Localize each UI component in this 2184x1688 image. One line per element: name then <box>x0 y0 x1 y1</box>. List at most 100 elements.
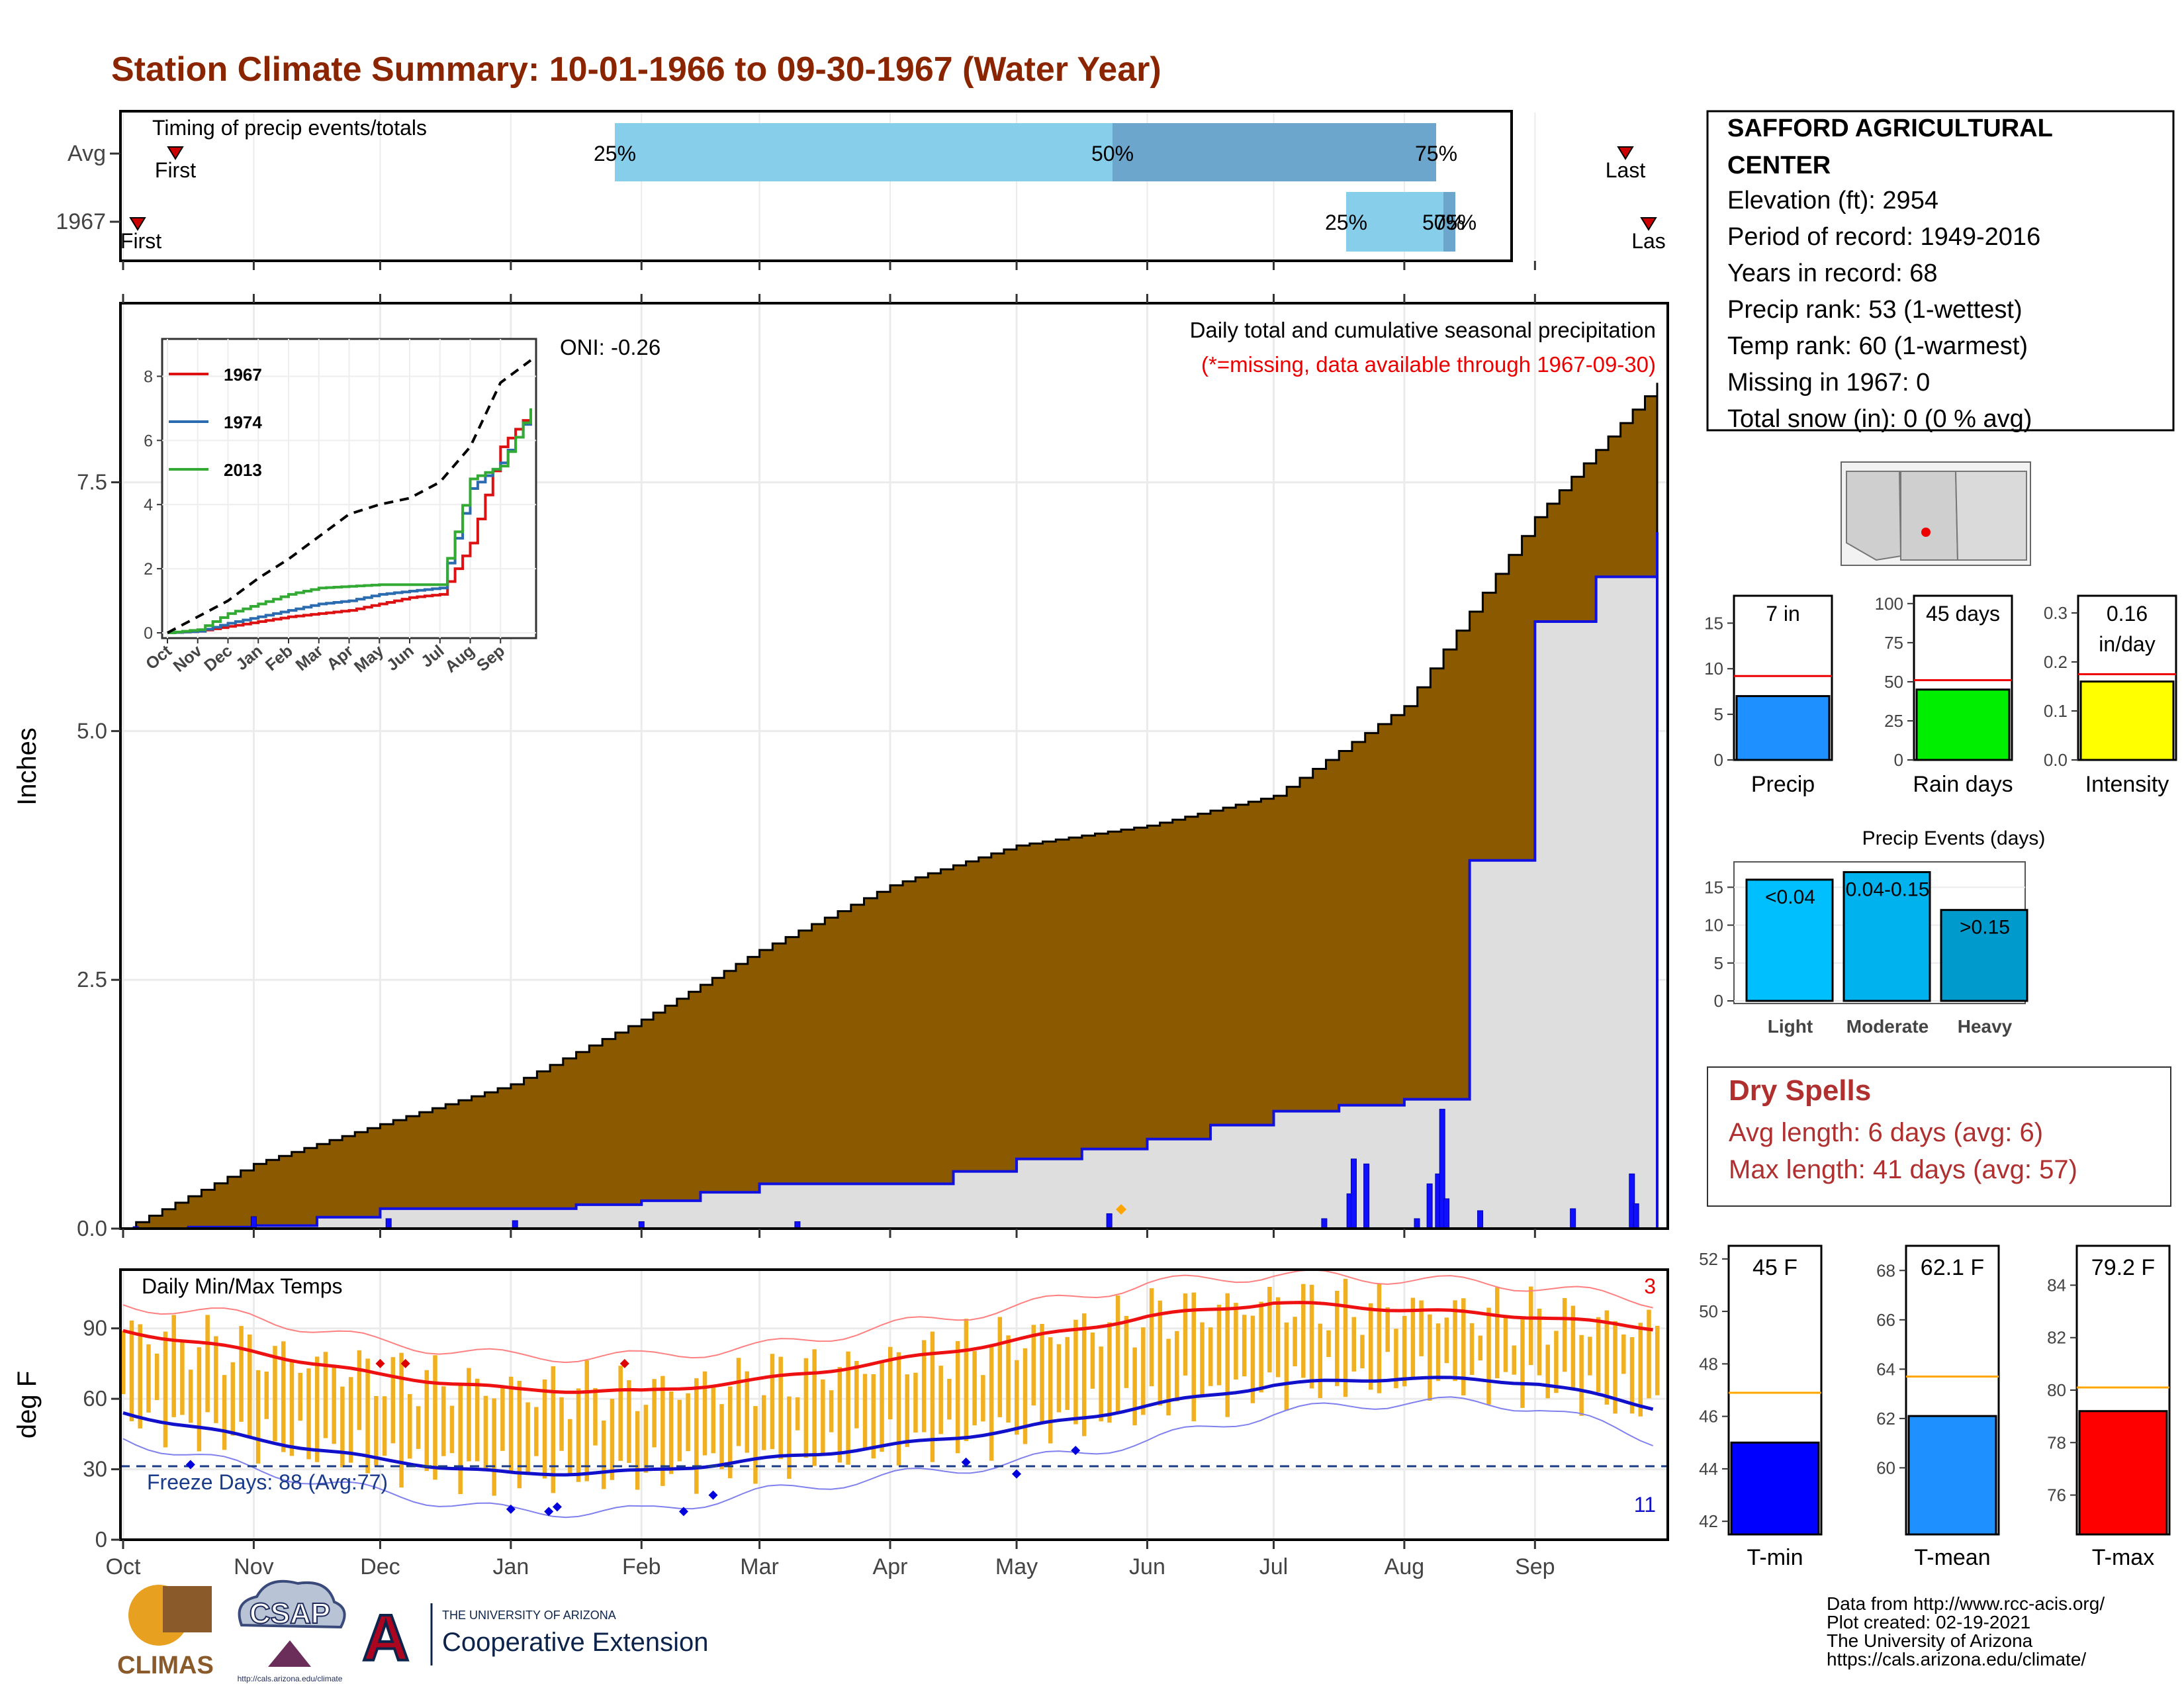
daily-temp-bar <box>416 1406 421 1449</box>
daily-temp-bar <box>1655 1325 1660 1395</box>
timing-avg-last-marker <box>1617 146 1634 160</box>
temp-summary-y-tick-label: 48 <box>1699 1354 1718 1374</box>
daily-temp-bar <box>1191 1292 1197 1422</box>
daily-temp-bar <box>424 1370 430 1472</box>
daily-temp-bar <box>1410 1297 1416 1378</box>
daily-temp-bar <box>618 1366 623 1461</box>
daily-temp-bar <box>770 1354 775 1450</box>
map-state-neighbors <box>1954 471 2027 561</box>
daily-temp-bar <box>997 1317 1003 1417</box>
temp-summary-y-tick-label: 76 <box>2047 1485 2066 1505</box>
daily-temp-bar <box>517 1381 522 1489</box>
daily-temp-bar <box>1115 1295 1120 1413</box>
daily-temp-bar <box>829 1390 834 1432</box>
inset-y-tick-label: 6 <box>144 432 153 450</box>
record-high-marker <box>400 1358 410 1368</box>
daily-precip-bar <box>1477 1210 1484 1229</box>
daily-temp-bar <box>812 1349 817 1466</box>
daily-temp-bar <box>1562 1297 1567 1372</box>
summary-bars: 0 5 10 15 7 in Precip 0 25 50 75 100 45 days Rain da… <box>1704 594 2177 797</box>
summary-bar-2 <box>2079 680 2175 761</box>
daily-temp-bar <box>1368 1303 1373 1390</box>
daily-temp-bar <box>1461 1298 1466 1395</box>
temp-summary-value: 62.1 F <box>1921 1255 1984 1280</box>
daily-temp-bar <box>508 1376 514 1472</box>
climas-logo: CLIMAS <box>117 1585 214 1679</box>
daily-temp-bar <box>593 1387 598 1446</box>
record-high-marker <box>619 1358 629 1368</box>
timing-year-p25: 25% <box>1325 211 1367 234</box>
daily-precip-bar <box>1570 1208 1576 1229</box>
month-label: Aug <box>1385 1554 1425 1579</box>
daily-temp-bar <box>1621 1334 1626 1374</box>
daily-temp-bar <box>205 1315 210 1413</box>
daily-temp-bar <box>1132 1347 1137 1426</box>
summary-bar-y-tick-label: 0.1 <box>2044 701 2068 721</box>
temp-y-tick-label: 90 <box>83 1316 107 1340</box>
daily-temp-bar <box>332 1366 336 1444</box>
climas-emblem-block <box>163 1586 212 1632</box>
daily-temp-bar <box>761 1395 766 1450</box>
record-low-marker <box>708 1490 718 1500</box>
daily-temp-bar <box>1469 1323 1475 1376</box>
daily-temp-bar <box>273 1346 277 1442</box>
temp-y-tick-label: 30 <box>83 1457 107 1481</box>
daily-temp-bar <box>1048 1337 1053 1444</box>
daily-temp-bar <box>1293 1317 1297 1367</box>
precip-y-axis-label: Inches <box>13 727 42 806</box>
daily-temp-bar <box>1141 1327 1146 1415</box>
daily-temp-bar <box>306 1368 311 1460</box>
temp-summary-y-tick-label: 62 <box>1876 1409 1895 1429</box>
daily-temp-bar <box>348 1377 353 1463</box>
daily-temp-bar <box>930 1331 935 1462</box>
summary-bar-y-tick-label: 0 <box>1714 750 1723 770</box>
temp-summary-bar-2 <box>2078 1410 2168 1536</box>
credit-plot-date: Plot created: 02-19-2021 <box>1827 1612 2030 1632</box>
daily-temp-bar <box>408 1394 412 1459</box>
daily-temp-bar <box>1073 1319 1078 1425</box>
summary-bar-label: Intensity <box>2085 772 2169 797</box>
daily-precip-bar <box>250 1216 257 1229</box>
daily-temp-bar <box>668 1391 674 1474</box>
dry-spells: Dry Spells Avg length: 6 days (avg: 6) M… <box>1707 1066 2171 1207</box>
daily-temp-bar <box>1040 1323 1044 1423</box>
station-name-line2: CENTER <box>1727 152 1831 179</box>
timing-year-p75: 75% <box>1434 211 1477 234</box>
events-bar-label: <0.04 <box>1765 886 1815 908</box>
timing-avg-first-marker <box>167 146 184 160</box>
daily-temp-bar <box>1453 1300 1457 1382</box>
timing-avg-iqr-high <box>1113 123 1436 181</box>
events-bar-label: >0.15 <box>1960 917 2010 939</box>
daily-temp-bar <box>525 1402 530 1476</box>
temp-title: Daily Min/Max Temps <box>142 1274 342 1298</box>
daily-temp-bar <box>289 1360 295 1456</box>
events-bar-light <box>1745 878 1834 1002</box>
daily-temp-bar <box>938 1366 943 1434</box>
inset-y-tick-label: 2 <box>144 560 153 579</box>
temp-summary-label: T-min <box>1747 1545 1803 1570</box>
daily-precip-bar <box>1633 1203 1639 1229</box>
dry-spells-avg: Avg length: 6 days (avg: 6) <box>1729 1118 2043 1147</box>
month-label: Dec <box>360 1554 400 1579</box>
temp-panel-background <box>120 1270 1668 1540</box>
legend-label-2013: 2013 <box>224 460 262 480</box>
daily-temp-bar <box>694 1378 699 1494</box>
temp-summary-y-tick-label: 84 <box>2047 1275 2066 1295</box>
station-location-dot <box>1921 528 1931 537</box>
daily-temp-bar <box>138 1324 142 1429</box>
avg-tmax-line <box>122 1301 1653 1394</box>
daily-temp-bar <box>1250 1315 1255 1403</box>
daily-temp-bar <box>1284 1322 1289 1411</box>
record-low-marker <box>961 1457 971 1467</box>
daily-temp-bar <box>711 1387 716 1454</box>
daily-temp-bar <box>795 1397 800 1430</box>
record-low-marker <box>544 1507 554 1517</box>
daily-temp-bar <box>248 1335 252 1437</box>
csap-cloud-shape <box>238 1579 346 1629</box>
daily-temp-bar <box>500 1388 505 1451</box>
daily-temp-bar <box>146 1344 151 1413</box>
events-y-tick-label: 10 <box>1704 915 1723 935</box>
timing-panel: Timing of precip events/totals Avg 1967 … <box>56 110 1666 270</box>
daily-temp-bar <box>964 1319 969 1441</box>
daily-temp-bar <box>862 1374 868 1450</box>
